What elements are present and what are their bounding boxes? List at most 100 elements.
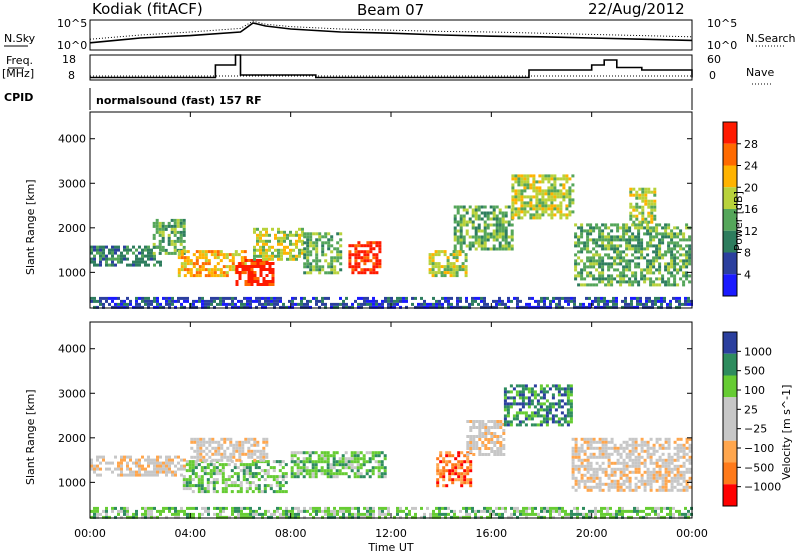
power-cell [274, 236, 277, 240]
power-cell [277, 242, 280, 246]
velocity-cell [649, 485, 653, 489]
velocity-cell [616, 461, 620, 465]
power-cell [162, 296, 165, 300]
velocity-cell [655, 479, 659, 483]
velocity-cell [237, 512, 240, 516]
power-cell [183, 274, 187, 278]
power-cell [453, 232, 457, 236]
power-cell [601, 271, 605, 275]
power-cell [556, 204, 560, 208]
velocity-cell [460, 460, 464, 464]
velocity-cell [114, 455, 117, 459]
velocity-cell [612, 512, 615, 516]
velocity-cell [582, 512, 585, 516]
velocity-cell [190, 446, 194, 450]
power-cell [646, 271, 650, 275]
velocity-cell [576, 509, 579, 513]
velocity-cell [399, 509, 402, 513]
velocity-cell [496, 435, 500, 438]
velocity-cell [554, 408, 558, 412]
velocity-cell [317, 469, 321, 473]
velocity-cell [332, 472, 336, 476]
power-cell [273, 296, 276, 300]
velocity-cell [457, 460, 461, 464]
velocity-cell [634, 449, 638, 453]
velocity-cell [329, 472, 333, 476]
power-cell [604, 253, 608, 257]
power-cell [434, 253, 438, 257]
velocity-cell [554, 420, 558, 424]
power-cell [631, 235, 635, 239]
velocity-cell [499, 444, 503, 447]
power-cell [228, 253, 232, 257]
velocity-cell [658, 470, 662, 474]
velocity-cell [194, 475, 198, 479]
velocity-cell [190, 440, 194, 444]
velocity-cell [96, 455, 99, 459]
velocity-cell [188, 469, 192, 473]
velocity-cell [207, 512, 210, 516]
power-cell [598, 256, 602, 260]
velocity-cell [563, 387, 567, 391]
velocity-cell [245, 466, 249, 470]
power-cell [673, 247, 677, 251]
velocity-cell [487, 426, 491, 429]
power-cell [259, 271, 263, 274]
velocity-cell [180, 473, 183, 477]
velocity-cell [503, 405, 507, 409]
power-cell [520, 195, 524, 199]
power-cell [583, 283, 587, 287]
velocity-cell [377, 460, 381, 464]
power-cell [601, 268, 605, 272]
power-cell [544, 177, 548, 181]
power-cell [555, 296, 558, 300]
power-cell [244, 265, 248, 268]
power-cell [161, 221, 165, 225]
velocity-cell [290, 475, 294, 479]
velocity-cell [634, 470, 638, 474]
velocity-cell [609, 515, 612, 519]
power-cell [268, 248, 271, 252]
power-cell [474, 235, 478, 239]
velocity-cell [351, 506, 354, 510]
power-cell [147, 248, 150, 252]
power-cell [324, 253, 328, 257]
power-cell [381, 302, 384, 306]
power-cell [634, 280, 638, 284]
velocity-cell [129, 473, 132, 477]
power-cell [520, 198, 524, 202]
power-cell [483, 205, 487, 209]
velocity-cell [586, 461, 590, 465]
power-cell [514, 213, 518, 217]
power-cell [120, 257, 123, 261]
velocity-cell [503, 423, 507, 427]
velocity-cell [574, 488, 578, 492]
power-cell [655, 256, 659, 260]
power-cell [565, 177, 569, 181]
power-cell [583, 268, 587, 272]
velocity-cell [320, 460, 324, 464]
velocity-cell [245, 469, 249, 473]
velocity-cell [251, 463, 255, 467]
velocity-cell [278, 463, 282, 467]
power-cell [495, 232, 499, 236]
power-cell [301, 248, 304, 252]
velocity-cell [141, 473, 144, 477]
velocity-cell [607, 446, 611, 450]
velocity-cell [242, 478, 246, 482]
velocity-cell [481, 432, 485, 435]
power-cell [595, 268, 599, 272]
power-cell [630, 296, 633, 300]
power-cell [198, 299, 201, 303]
power-cell [452, 265, 456, 269]
velocity-cell [211, 437, 215, 441]
velocity-cell [436, 463, 440, 467]
power-cell [492, 205, 496, 209]
velocity-cell [221, 463, 225, 467]
power-cell [646, 244, 650, 248]
velocity-cell [219, 512, 222, 516]
velocity-cell [649, 476, 653, 480]
power-cell [480, 238, 484, 242]
power-cell [652, 229, 656, 233]
velocity-cell [260, 475, 264, 479]
